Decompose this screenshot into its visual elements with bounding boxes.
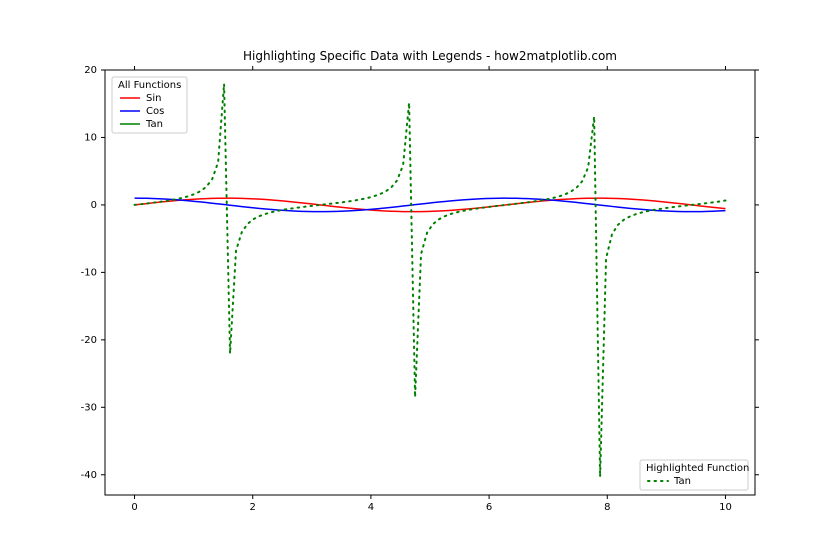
y-tick-label: -10 <box>81 267 97 278</box>
legend-title: Highlighted Function <box>646 463 749 474</box>
x-tick-label: 6 <box>486 502 492 513</box>
x-tick-label: 4 <box>368 502 374 513</box>
legend-all-functions: All Functions Sin Cos Tan <box>112 77 187 133</box>
legend-title: All Functions <box>118 80 181 91</box>
legend-label: Tan <box>673 476 691 487</box>
y-tick-label: -20 <box>81 335 97 346</box>
x-tick-label: 10 <box>719 502 732 513</box>
series-group <box>135 84 726 477</box>
line-chart: Highlighting Specific Data with Legends … <box>0 0 840 560</box>
legend-label: Tan <box>145 119 163 130</box>
series-tan <box>135 84 726 477</box>
x-tick-label: 0 <box>131 502 137 513</box>
chart-title: Highlighting Specific Data with Legends … <box>243 49 617 63</box>
legend-highlighted: Highlighted Function Tan <box>640 460 749 490</box>
y-tick-label: 0 <box>91 200 97 211</box>
y-tick-label: -40 <box>81 470 97 481</box>
plot-border <box>105 70 755 495</box>
x-tick-label: 8 <box>604 502 610 513</box>
legend-label: Cos <box>146 106 164 117</box>
y-tick-label: 20 <box>84 65 97 76</box>
y-tick-label: -30 <box>81 402 97 413</box>
x-tick-label: 2 <box>250 502 256 513</box>
x-axis-ticks: 0 2 4 6 8 10 <box>131 66 731 513</box>
y-tick-label: 10 <box>84 132 97 143</box>
legend-label: Sin <box>146 93 161 104</box>
